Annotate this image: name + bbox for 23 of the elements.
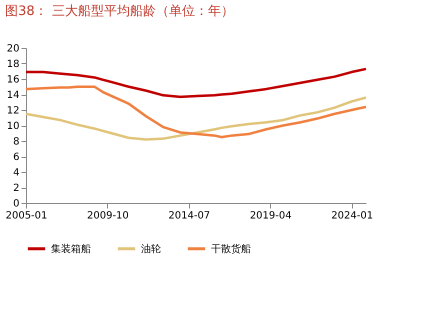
line-series xyxy=(24,68,368,98)
legend-label: 油轮 xyxy=(141,242,161,255)
x-tick-label: 2005-01 xyxy=(6,210,48,222)
y-tick-label: 12 xyxy=(6,106,20,116)
y-tick-label: 18 xyxy=(6,59,20,70)
y-tick-label: 2 xyxy=(13,183,20,194)
x-tick-label: 2014-07 xyxy=(168,210,210,222)
y-tick-label: 20 xyxy=(6,44,20,54)
y-tick-label: 14 xyxy=(6,90,20,101)
x-tick-label: 2009-10 xyxy=(86,210,129,222)
y-tick-label: 8 xyxy=(13,136,20,148)
y-tick-label: 16 xyxy=(6,74,20,86)
line-series xyxy=(24,86,368,138)
y-tick-label: 10 xyxy=(6,121,20,132)
legend-label: 集装箱船 xyxy=(51,242,91,255)
legend-label: 干散货船 xyxy=(211,242,251,255)
x-tick-label: 2024-01 xyxy=(331,210,374,222)
chart-title: 图38： 三大船型平均船龄（单位：年） xyxy=(5,4,234,19)
line-series xyxy=(24,96,368,141)
y-tick-label: 6 xyxy=(13,152,20,163)
x-tick-label: 2019-04 xyxy=(250,210,292,222)
y-tick-label: 4 xyxy=(13,168,20,178)
y-tick-label: 0 xyxy=(13,198,20,210)
